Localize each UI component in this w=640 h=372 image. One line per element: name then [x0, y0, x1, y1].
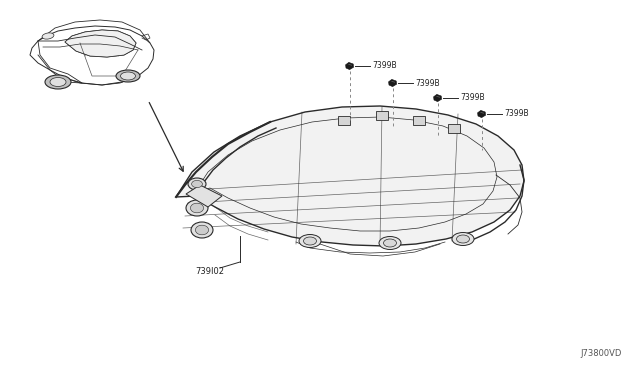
Text: 739I02: 739I02 — [195, 267, 225, 276]
Ellipse shape — [42, 33, 54, 39]
Text: 7399B: 7399B — [460, 93, 484, 103]
Ellipse shape — [191, 222, 213, 238]
Ellipse shape — [195, 225, 209, 235]
Polygon shape — [346, 62, 354, 70]
Text: 7399B: 7399B — [372, 61, 397, 71]
Text: 7399B: 7399B — [415, 78, 440, 87]
Polygon shape — [186, 185, 222, 207]
Ellipse shape — [188, 178, 206, 190]
Polygon shape — [434, 94, 442, 102]
Ellipse shape — [120, 72, 136, 80]
Ellipse shape — [456, 235, 470, 243]
Polygon shape — [477, 110, 486, 118]
Ellipse shape — [379, 237, 401, 250]
Text: 7399B: 7399B — [504, 109, 529, 119]
Polygon shape — [448, 124, 460, 133]
Ellipse shape — [45, 75, 71, 89]
Polygon shape — [65, 30, 136, 57]
Ellipse shape — [383, 239, 397, 247]
Ellipse shape — [299, 234, 321, 247]
Ellipse shape — [186, 200, 208, 216]
Ellipse shape — [191, 203, 204, 213]
Text: J73800VD: J73800VD — [580, 349, 622, 358]
Polygon shape — [338, 116, 350, 125]
Ellipse shape — [303, 237, 317, 245]
Polygon shape — [413, 116, 425, 125]
Polygon shape — [65, 30, 136, 57]
Ellipse shape — [452, 232, 474, 246]
Ellipse shape — [116, 70, 140, 82]
Ellipse shape — [191, 180, 202, 187]
Ellipse shape — [50, 77, 66, 87]
Polygon shape — [176, 106, 524, 246]
Polygon shape — [388, 79, 397, 87]
Polygon shape — [376, 111, 388, 120]
